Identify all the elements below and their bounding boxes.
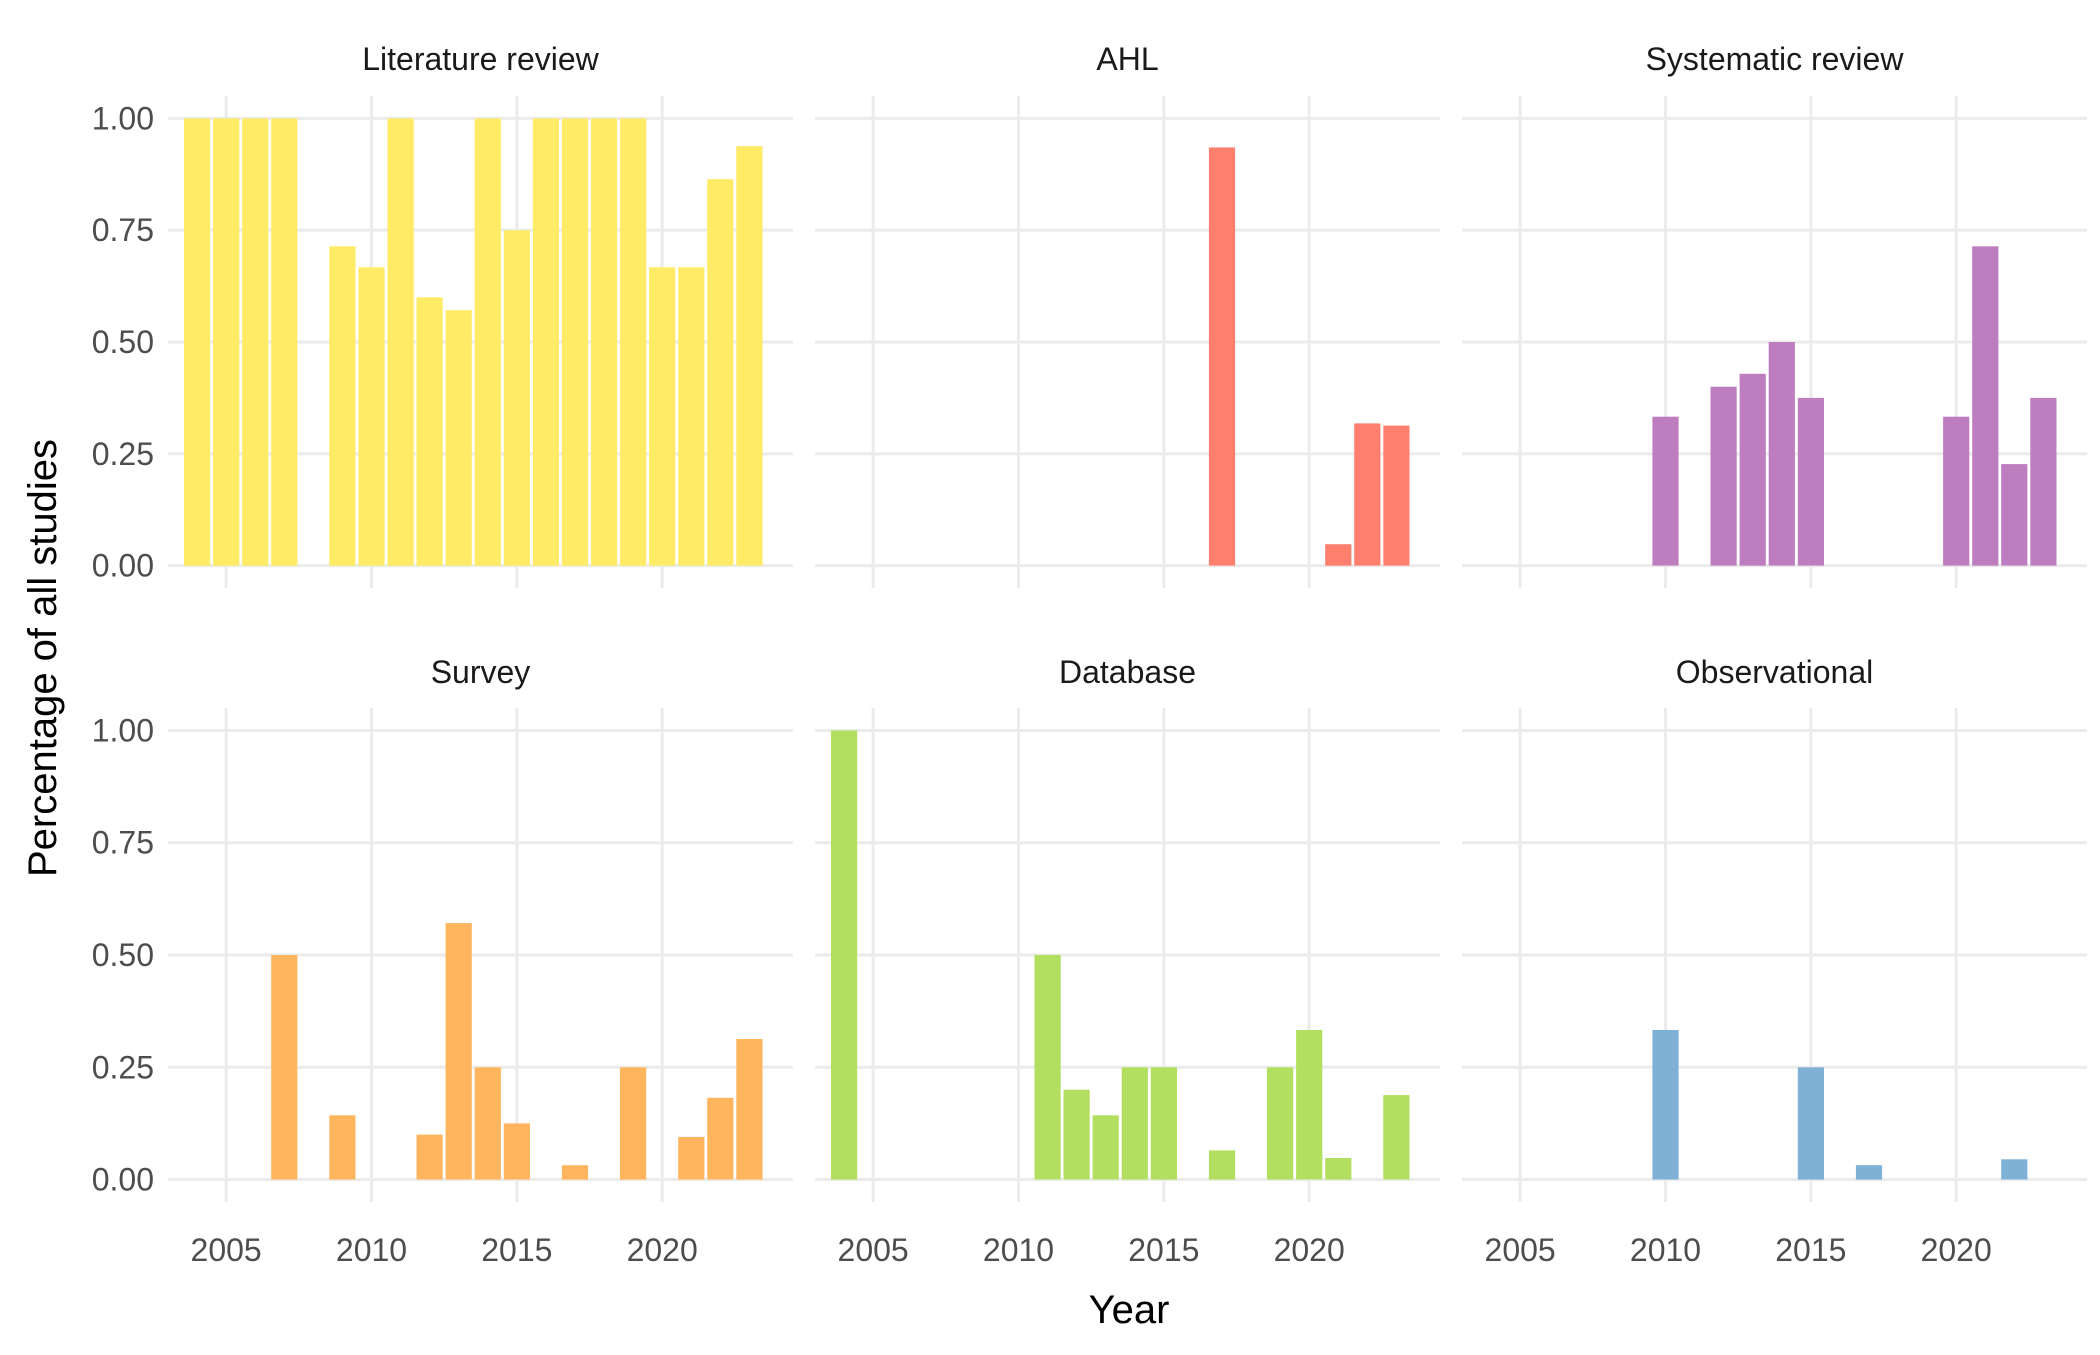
facet-title-literature-review: Literature review	[362, 41, 599, 77]
bar-systematic-review-2013	[1739, 373, 1766, 566]
y-axis-title: Percentage of all studies	[21, 439, 65, 877]
bar-systematic-review-2012	[1710, 386, 1737, 566]
bar-systematic-review-2021	[1972, 246, 1999, 566]
y-tick-label: 1.00	[92, 100, 154, 136]
bar-literature-review-2016	[532, 118, 559, 566]
bar-systematic-review-2020	[1943, 416, 1970, 566]
bar-literature-review-2012	[416, 297, 443, 566]
bar-literature-review-2015	[503, 230, 530, 566]
x-tick-label: 2005	[838, 1232, 909, 1268]
bar-database-2011	[1034, 955, 1061, 1180]
bar-database-2013	[1092, 1115, 1119, 1180]
bar-literature-review-2017	[561, 118, 589, 566]
bar-literature-review-2004	[184, 118, 211, 566]
bar-database-2020	[1296, 1030, 1323, 1180]
x-tick-label: 2005	[191, 1232, 262, 1268]
x-tick-label: 2010	[336, 1232, 407, 1268]
bar-survey-2015	[503, 1123, 530, 1180]
y-tick-label: 0.50	[92, 324, 154, 360]
bar-systematic-review-2010	[1652, 416, 1679, 566]
facet-title-observational: Observational	[1676, 654, 1873, 690]
bar-observational-2015	[1797, 1067, 1824, 1180]
bar-database-2014	[1121, 1067, 1148, 1180]
bar-ahl-2021	[1325, 544, 1352, 566]
bar-survey-2014	[474, 1067, 501, 1180]
bar-literature-review-2007	[271, 118, 298, 566]
facet-title-database: Database	[1059, 654, 1196, 690]
bar-systematic-review-2014	[1768, 342, 1795, 566]
bar-survey-2017	[561, 1165, 589, 1180]
x-tick-label: 2005	[1485, 1232, 1556, 1268]
bar-survey-2022	[707, 1097, 734, 1180]
bar-database-2017	[1208, 1150, 1236, 1180]
bar-survey-2012	[416, 1134, 443, 1180]
bar-survey-2021	[678, 1136, 705, 1180]
bar-observational-2010	[1652, 1030, 1679, 1180]
y-tick-label: 0.00	[92, 1162, 154, 1198]
bar-ahl-2017	[1208, 147, 1236, 566]
y-tick-label: 0.50	[92, 937, 154, 973]
bar-ahl-2023	[1383, 425, 1410, 566]
bar-literature-review-2006	[242, 118, 269, 566]
bar-systematic-review-2015	[1797, 397, 1824, 566]
bar-literature-review-2018	[591, 118, 618, 566]
bar-literature-review-2010	[358, 267, 385, 566]
bar-literature-review-2005	[213, 118, 240, 566]
y-tick-label: 0.75	[92, 825, 154, 861]
x-tick-label: 2015	[1128, 1232, 1199, 1268]
bar-survey-2009	[329, 1115, 356, 1180]
bar-database-2004	[831, 730, 858, 1180]
bar-literature-review-2011	[387, 118, 414, 566]
facet-title-ahl: AHL	[1096, 41, 1158, 77]
bar-literature-review-2019	[620, 118, 647, 566]
bar-database-2019	[1267, 1067, 1294, 1180]
x-tick-label: 2010	[1630, 1232, 1701, 1268]
bar-survey-2007	[271, 955, 298, 1180]
bar-literature-review-2014	[474, 118, 501, 566]
bar-literature-review-2020	[649, 267, 676, 566]
bar-layer	[184, 118, 2057, 1180]
bar-observational-2017	[1855, 1165, 1883, 1180]
bar-observational-2022	[2001, 1159, 2028, 1180]
bar-systematic-review-2023	[2030, 397, 2057, 566]
x-axis-title: Year	[1089, 1288, 1170, 1332]
y-tick-label: 1.00	[92, 712, 154, 748]
facet-title-systematic-review: Systematic review	[1646, 41, 1905, 77]
bar-literature-review-2021	[678, 267, 705, 566]
y-tick-label: 0.75	[92, 212, 154, 248]
bar-database-2012	[1063, 1089, 1090, 1180]
bar-systematic-review-2022	[2001, 464, 2028, 566]
facet-title-survey: Survey	[431, 654, 531, 690]
bar-database-2015	[1150, 1067, 1177, 1180]
x-tick-label: 2020	[1921, 1232, 1992, 1268]
bar-literature-review-2009	[329, 246, 356, 566]
bar-literature-review-2013	[445, 310, 472, 566]
y-tick-label: 0.25	[92, 436, 154, 472]
y-tick-label: 0.00	[92, 548, 154, 584]
bar-ahl-2022	[1354, 423, 1381, 566]
bar-survey-2019	[620, 1067, 647, 1180]
y-tick-label: 0.25	[92, 1049, 154, 1085]
bar-database-2021	[1325, 1158, 1352, 1180]
label-layer: Literature review 0.00 0.25 0.50 0.75 1.00 AHL…	[92, 41, 1992, 1268]
bar-survey-2023	[736, 1039, 763, 1180]
x-tick-label: 2020	[627, 1232, 698, 1268]
bar-database-2023	[1383, 1095, 1410, 1180]
bar-survey-2013	[445, 923, 472, 1180]
x-tick-label: 2015	[1775, 1232, 1846, 1268]
bar-literature-review-2023	[736, 146, 763, 566]
x-tick-label: 2010	[983, 1232, 1054, 1268]
x-tick-label: 2020	[1274, 1232, 1345, 1268]
x-tick-label: 2015	[481, 1232, 552, 1268]
bar-literature-review-2022	[707, 179, 734, 566]
